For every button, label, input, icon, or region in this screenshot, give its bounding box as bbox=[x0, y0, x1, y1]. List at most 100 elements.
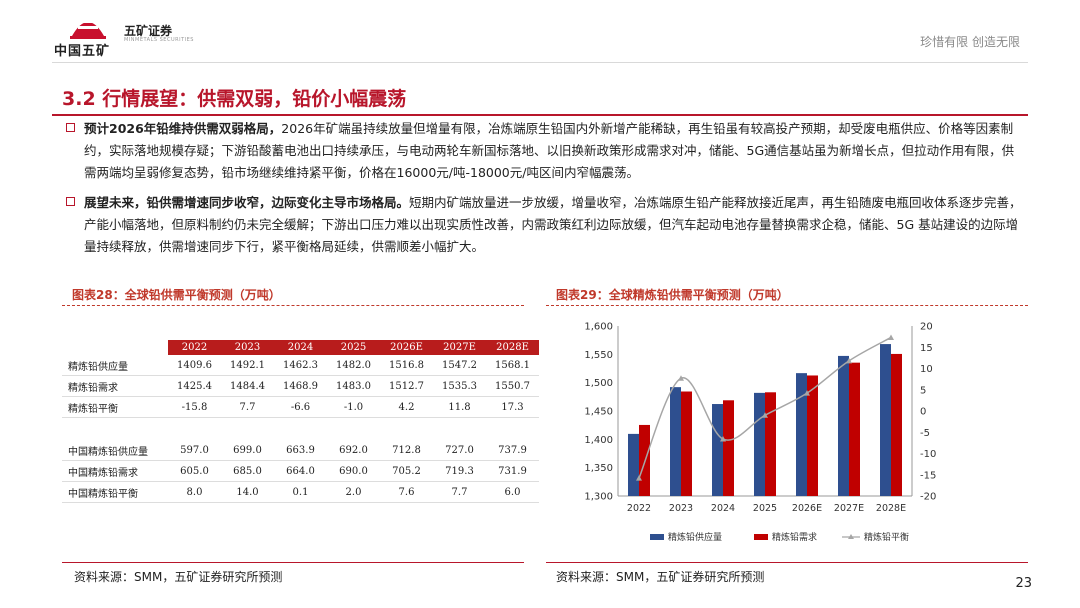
fig28-caption-rule bbox=[62, 305, 524, 307]
table-cell: 8.0 bbox=[168, 481, 221, 503]
balance-point bbox=[804, 390, 810, 396]
table-row: 精炼铅需求 1425.4 1484.4 1468.9 1483.0 1512.7 1535.… bbox=[62, 375, 539, 397]
col-header: 2022 bbox=[168, 340, 221, 355]
balance-point bbox=[678, 375, 684, 381]
bar-demand bbox=[681, 391, 692, 496]
bar-supply bbox=[838, 355, 849, 496]
balance-point bbox=[636, 475, 642, 481]
bar-demand bbox=[849, 362, 860, 496]
table-header-row: 2022 2023 2024 2025 2026E 2027E 2028E bbox=[62, 340, 539, 355]
balance-point bbox=[720, 436, 726, 442]
table-cell: 2.0 bbox=[327, 481, 380, 503]
fig29-source: 资料来源：SMM，五矿证券研究所预测 bbox=[556, 570, 765, 584]
table-cell: 685.0 bbox=[221, 460, 274, 482]
bar-supply bbox=[754, 392, 765, 496]
bar-demand bbox=[723, 400, 734, 496]
fig28-table: 2022 2023 2024 2025 2026E 2027E 2028E 精炼… bbox=[62, 340, 539, 503]
col-header: 2025 bbox=[327, 340, 380, 355]
table-cell: 692.0 bbox=[327, 440, 380, 461]
table-row: 精炼铅供应量 1409.6 1492.1 1462.3 1482.0 1516.8 1547… bbox=[62, 355, 539, 376]
table-cell: 727.0 bbox=[433, 440, 486, 461]
bullet-1: 预计2026年铅维持供需双弱格局，2026年矿端虽持续放量但增量有限，冶炼端原生… bbox=[66, 118, 1026, 184]
y-tick-label-right: 20 bbox=[920, 322, 933, 333]
legend-label-balance: 精炼铅平衡 bbox=[864, 531, 909, 543]
table-cell: 1550.7 bbox=[486, 375, 539, 397]
legend-marker-balance bbox=[848, 534, 854, 539]
legend-label-supply: 精炼铅供应量 bbox=[668, 531, 722, 543]
legend-label-demand: 精炼铅需求 bbox=[772, 531, 817, 543]
table-cell: 1484.4 bbox=[221, 375, 274, 397]
x-tick-label: 2024 bbox=[711, 503, 735, 514]
y-tick-label-left: 1,550 bbox=[584, 350, 613, 361]
bar-supply bbox=[628, 433, 639, 496]
bar-supply bbox=[796, 373, 807, 496]
page-number: 23 bbox=[1015, 576, 1032, 591]
table-cell: -1.0 bbox=[327, 396, 380, 418]
table-cell: 14.0 bbox=[221, 481, 274, 503]
bar-supply bbox=[670, 387, 681, 496]
x-tick-label: 2022 bbox=[627, 503, 651, 514]
table-cell: 11.8 bbox=[433, 396, 486, 418]
table-cell: 1516.8 bbox=[380, 355, 433, 376]
bullet-2: 展望未来，铅供需增速同步收窄，边际变化主导市场格局。短期内矿端放量进一步放缓，增… bbox=[66, 192, 1026, 258]
table-cell: 690.0 bbox=[327, 460, 380, 482]
table-row: 中国精炼铅供应量 597.0 699.0 663.9 692.0 712.8 727.0 73… bbox=[62, 440, 539, 461]
table-cell: 1462.3 bbox=[274, 355, 327, 376]
row-label: 中国精炼铅需求 bbox=[62, 460, 168, 482]
y-tick-label-right: -20 bbox=[920, 492, 936, 503]
bullet-square-icon bbox=[66, 197, 75, 206]
table-cell: 712.8 bbox=[380, 440, 433, 461]
legend-swatch-demand bbox=[754, 534, 768, 540]
y-tick-label-left: 1,300 bbox=[584, 492, 613, 503]
y-tick-label-right: 15 bbox=[920, 343, 933, 354]
row-label: 中国精炼铅供应量 bbox=[62, 440, 168, 461]
x-tick-label: 2025 bbox=[753, 503, 777, 514]
table-cell: 1547.2 bbox=[433, 355, 486, 376]
fig29-source-rule bbox=[546, 562, 1028, 563]
fig29-caption-rule bbox=[546, 305, 1028, 307]
x-tick-label: 2026E bbox=[792, 503, 822, 514]
table-cell: 664.0 bbox=[274, 460, 327, 482]
table-cell: 663.9 bbox=[274, 440, 327, 461]
table-cell: 1482.0 bbox=[327, 355, 380, 376]
table-cell: 605.0 bbox=[168, 460, 221, 482]
broker-name-en: MINMETALS SECURITIES bbox=[124, 37, 194, 43]
y-tick-label-right: 5 bbox=[920, 385, 926, 396]
table-cell: 1409.6 bbox=[168, 355, 221, 376]
fig29-chart: 1,300 1,350 1,400 1,450 1,500 1,550 1,600 -20 -1… bbox=[584, 322, 936, 544]
col-header: 2027E bbox=[433, 340, 486, 355]
broker-name: 五矿证券 bbox=[124, 24, 173, 38]
y-tick-label-left: 1,450 bbox=[584, 407, 613, 418]
table-cell: 737.9 bbox=[486, 440, 539, 461]
row-label: 中国精炼铅平衡 bbox=[62, 481, 168, 503]
page-title: 3.2 行情展望：供需双弱，铅价小幅震荡 bbox=[62, 88, 407, 110]
title-divider bbox=[52, 114, 1028, 116]
table-cell: 7.7 bbox=[433, 481, 486, 503]
table-cell: 1512.7 bbox=[380, 375, 433, 397]
header-slogan: 珍惜有限 创造无限 bbox=[920, 35, 1020, 49]
y-tick-label-right: -15 bbox=[920, 470, 936, 481]
y-tick-label-right: -5 bbox=[920, 428, 930, 439]
logo-text: 中国五矿 bbox=[54, 44, 111, 59]
bullet-1-text: 2026年矿端虽持续放量但增量有限，冶炼端原生铅国内外新增产能稀缺，再生铅虽有较… bbox=[84, 121, 1015, 180]
table-cell: -15.8 bbox=[168, 396, 221, 418]
table-cell: 17.3 bbox=[486, 396, 539, 418]
table-cell: 705.2 bbox=[380, 460, 433, 482]
minmetals-logo-icon bbox=[70, 20, 106, 39]
balance-point bbox=[762, 412, 768, 418]
y-tick-label-left: 1,400 bbox=[584, 435, 613, 446]
bar-supply bbox=[712, 404, 723, 496]
table-cell: 4.2 bbox=[380, 396, 433, 418]
table-cell: 731.9 bbox=[486, 460, 539, 482]
x-tick-label: 2023 bbox=[669, 503, 693, 514]
bar-demand bbox=[807, 375, 818, 496]
row-label: 精炼铅需求 bbox=[62, 375, 168, 397]
table-row: 中国精炼铅平衡 8.0 14.0 0.1 2.0 7.6 7.7 6.0 bbox=[62, 481, 539, 503]
table-spacer-cell bbox=[62, 418, 539, 441]
table-spacer bbox=[62, 418, 539, 441]
y-tick-label-left: 1,600 bbox=[584, 322, 613, 333]
table-row: 中国精炼铅需求 605.0 685.0 664.0 690.0 705.2 719.3 731… bbox=[62, 460, 539, 482]
row-label: 精炼铅平衡 bbox=[62, 396, 168, 418]
table-cell: 1483.0 bbox=[327, 375, 380, 397]
balance-point bbox=[888, 334, 894, 340]
